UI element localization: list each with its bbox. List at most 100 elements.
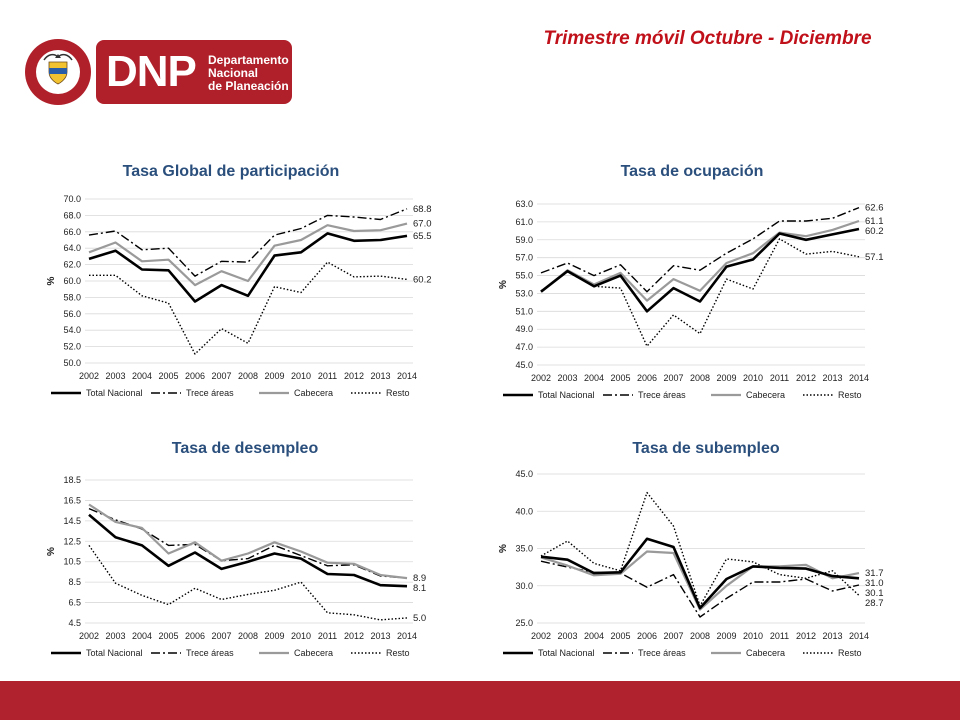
x-tick-label: 2009	[264, 631, 284, 641]
series-line-total-nacional	[88, 232, 408, 303]
x-tick-label: 2011	[318, 371, 337, 381]
x-tick-label: 2005	[610, 631, 630, 641]
legend-label: Total Nacional	[538, 648, 595, 658]
y-tick-label: 58.0	[63, 292, 81, 302]
chart-tasa-desempleo: 4.5 6.5 8.5 10.5 12.5 14.5 16.5 18.5% 2002 2003 20…	[46, 475, 426, 658]
series-line-total-nacional	[88, 513, 408, 588]
x-tick-label: 2004	[584, 373, 604, 383]
y-tick-label: 14.5	[63, 516, 81, 526]
x-tick-label: 2007	[211, 631, 231, 641]
y-tick-label: 47.0	[515, 342, 533, 352]
dnp-logo: DNP Departamento Nacional de Planeación	[24, 38, 292, 106]
y-axis-label: %	[46, 547, 57, 556]
series-line-cabecera	[540, 550, 860, 611]
x-tick-label: 2012	[796, 373, 816, 383]
x-tick-label: 2006	[185, 371, 205, 381]
series-line-trece-areas	[540, 206, 860, 293]
x-tick-label: 2003	[557, 373, 577, 383]
y-tick-label: 16.5	[63, 495, 81, 505]
legend-label: Trece áreas	[186, 388, 234, 398]
x-tick-label: 2012	[344, 371, 364, 381]
y-tick-label: 66.0	[63, 227, 81, 237]
y-tick-label: 64.0	[63, 243, 81, 253]
x-tick-label: 2010	[743, 373, 763, 383]
end-label-resto: 57.1	[865, 252, 884, 263]
y-tick-label: 52.0	[63, 342, 81, 352]
x-tick-label: 2013	[370, 371, 390, 381]
y-tick-label: 10.5	[63, 557, 81, 567]
x-tick-label: 2002	[531, 631, 551, 641]
legend-item-cabecera: Cabecera	[711, 390, 785, 400]
legend-item-trece-areas: Trece áreas	[151, 648, 234, 658]
x-tick-label: 2009	[264, 371, 284, 381]
y-tick-label: 63.0	[515, 199, 533, 209]
x-tick-label: 2004	[584, 631, 604, 641]
legend-label: Trece áreas	[186, 648, 234, 658]
legend-item-total-nacional: Total Nacional	[51, 388, 143, 398]
legend-item-resto: Resto	[351, 648, 410, 658]
legend-label: Resto	[386, 648, 410, 658]
legend-item-resto: Resto	[803, 390, 862, 400]
legend-item-trece-areas: Trece áreas	[603, 390, 686, 400]
y-tick-label: 8.5	[68, 577, 81, 587]
x-tick-label: 2005	[610, 373, 630, 383]
y-tick-label: 4.5	[68, 618, 81, 628]
y-tick-label: 49.0	[515, 324, 533, 334]
end-label-total-nacional: 65.5	[413, 231, 432, 242]
chart-tasa-subempleo: 25.0 30.0 35.0 40.0 45.0% 2002 2003 2004 2005 200…	[498, 469, 884, 658]
dnp-badge: DNP Departamento Nacional de Planeación	[96, 40, 292, 104]
y-tick-label: 35.0	[515, 544, 533, 554]
y-tick-label: 45.0	[515, 360, 533, 370]
x-tick-label: 2011	[770, 373, 789, 383]
x-tick-label: 2006	[637, 631, 657, 641]
legend-item-cabecera: Cabecera	[259, 388, 333, 398]
x-tick-label: 2006	[185, 631, 205, 641]
legend-label: Total Nacional	[538, 390, 595, 400]
x-tick-label: 2009	[716, 373, 736, 383]
end-label-cabecera: 31.7	[865, 568, 884, 579]
y-axis-label: %	[46, 276, 57, 285]
y-tick-label: 70.0	[63, 194, 81, 204]
series-line-trece-areas	[88, 208, 408, 277]
y-tick-label: 53.0	[515, 288, 533, 298]
x-tick-label: 2003	[557, 631, 577, 641]
chart-title-ocupacion: Tasa de ocupación	[620, 163, 764, 180]
x-tick-label: 2014	[397, 371, 417, 381]
legend-label: Resto	[838, 648, 862, 658]
x-tick-label: 2006	[637, 373, 657, 383]
legend-label: Cabecera	[294, 648, 333, 658]
x-tick-label: 2010	[743, 631, 763, 641]
legend-label: Cabecera	[746, 648, 785, 658]
y-tick-label: 59.0	[515, 235, 533, 245]
y-tick-label: 62.0	[63, 260, 81, 270]
coat-of-arms-seal-icon	[25, 39, 91, 105]
x-tick-label: 2007	[211, 371, 231, 381]
legend-item-total-nacional: Total Nacional	[503, 390, 595, 400]
x-tick-label: 2004	[132, 631, 152, 641]
dnp-name: Departamento Nacional de Planeación	[208, 54, 289, 93]
legend-label: Resto	[838, 390, 862, 400]
end-label-resto: 28.7	[865, 598, 884, 609]
chart-tasa-ocupacion: 45.0 47.0 49.0 51.0 53.0 55.0 57.0 59.0 61.0 63.0…	[498, 199, 884, 400]
x-tick-label: 2002	[79, 631, 99, 641]
legend-label: Trece áreas	[638, 390, 686, 400]
x-tick-label: 2008	[690, 631, 710, 641]
x-tick-label: 2002	[531, 373, 551, 383]
x-tick-label: 2013	[370, 631, 390, 641]
y-tick-label: 61.0	[515, 217, 533, 227]
x-tick-label: 2008	[238, 371, 258, 381]
end-label-trece-areas: 62.6	[865, 203, 884, 214]
y-tick-label: 40.0	[515, 506, 533, 516]
x-tick-label: 2014	[849, 631, 869, 641]
legend-label: Resto	[386, 388, 410, 398]
y-tick-label: 45.0	[515, 469, 533, 479]
legend-item-cabecera: Cabecera	[711, 648, 785, 658]
x-tick-label: 2013	[822, 631, 842, 641]
end-label-trece-areas: 8.9	[413, 573, 426, 584]
x-tick-label: 2012	[796, 631, 816, 641]
x-tick-label: 2010	[291, 631, 311, 641]
series-line-cabecera	[88, 503, 408, 580]
legend-label: Total Nacional	[86, 388, 143, 398]
x-tick-label: 2005	[158, 371, 178, 381]
end-label-cabecera: 61.1	[865, 216, 884, 227]
